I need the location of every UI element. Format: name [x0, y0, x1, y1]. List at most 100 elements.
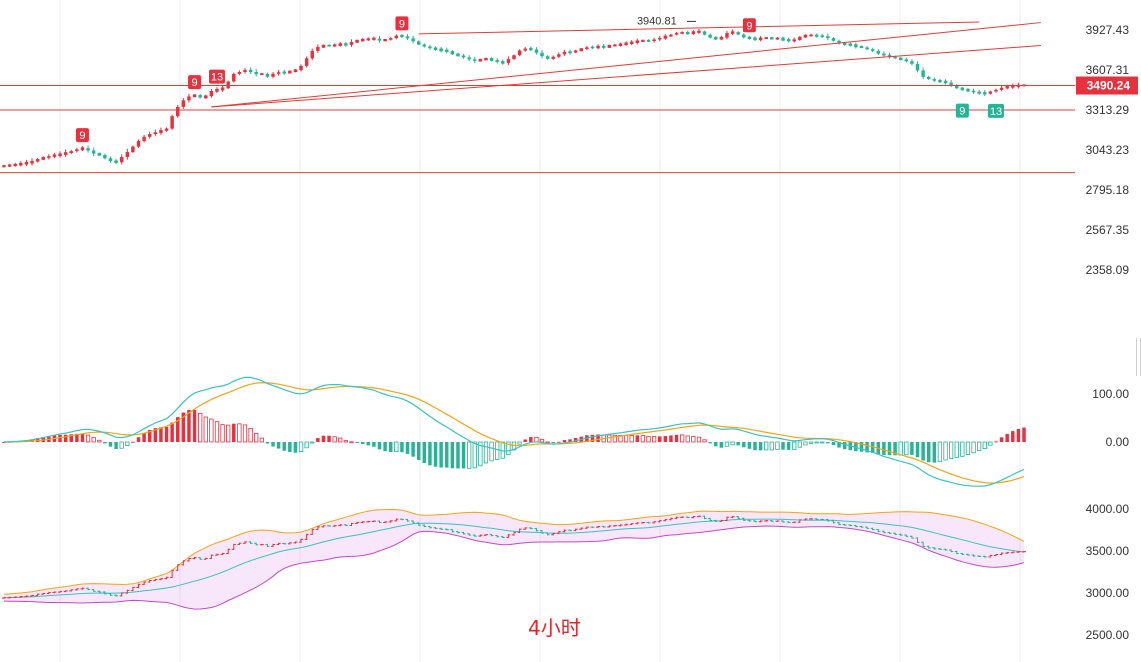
candle — [114, 160, 118, 164]
macd-histogram-bar — [192, 409, 197, 442]
macd-histogram-bar — [187, 409, 191, 442]
candle — [35, 159, 40, 162]
macd-histogram-bar — [349, 441, 354, 444]
candle — [971, 90, 976, 93]
macd-histogram-bar — [58, 434, 62, 442]
candle — [489, 57, 494, 61]
macd-histogram-bar — [316, 438, 320, 442]
macd-histogram-bar — [623, 435, 629, 443]
candle — [119, 157, 124, 163]
price-panel: 9 9 13 9 9 9 13 3940.81 — [0, 15, 1075, 174]
candle — [7, 164, 12, 167]
candle — [826, 36, 830, 39]
macd-histogram-bar — [943, 441, 948, 461]
macd-histogram-bar — [769, 441, 774, 451]
candle — [798, 36, 802, 41]
macd-histogram-bar — [573, 438, 578, 442]
candle — [915, 63, 920, 71]
macd-histogram-bar — [360, 442, 365, 445]
macd-histogram-bar — [539, 438, 545, 443]
macd-histogram-bar — [663, 436, 668, 442]
candle — [30, 160, 34, 164]
macd-histogram-bar — [75, 433, 79, 442]
macd-histogram-bar — [153, 428, 158, 442]
candle — [450, 51, 455, 55]
macd-histogram-bar — [136, 437, 141, 442]
macd-histogram-bar — [1011, 431, 1015, 442]
macd-histogram-bar — [209, 418, 214, 443]
macd-histogram-bar — [164, 426, 169, 442]
candle — [534, 49, 539, 53]
candle — [753, 37, 757, 41]
candle — [456, 53, 460, 57]
macd-histogram-bar — [103, 442, 107, 444]
candle — [495, 60, 499, 62]
candle — [613, 44, 617, 47]
bollinger-lower-line — [3, 525, 1025, 610]
macd-histogram-bar — [467, 441, 472, 469]
macd-histogram-bar — [282, 442, 286, 451]
candle — [19, 162, 23, 166]
bollinger-middle-line — [3, 518, 1025, 599]
macd-histogram-bar — [276, 442, 281, 449]
macd-histogram-bar — [483, 441, 489, 464]
candle — [893, 56, 897, 59]
macd-histogram-bar — [422, 442, 427, 463]
td-marker — [987, 103, 1004, 118]
candle — [215, 88, 219, 92]
macd-axis-tick: 0.00 — [1106, 435, 1130, 449]
candle — [416, 41, 421, 45]
macd-histogram-bar — [910, 442, 914, 455]
macd-histogram-bar — [831, 442, 836, 446]
candle — [13, 163, 17, 167]
candle — [680, 31, 684, 34]
candle — [742, 34, 746, 38]
macd-histogram-bar — [797, 441, 802, 448]
macd-histogram-bar — [669, 435, 673, 442]
candle — [859, 45, 864, 49]
candle — [461, 55, 466, 58]
macd-histogram-bar — [674, 434, 679, 442]
candle — [607, 44, 612, 48]
candle — [551, 56, 555, 59]
macd-histogram-bar — [405, 442, 410, 454]
candle — [747, 36, 752, 40]
macd-histogram-bar — [898, 441, 903, 456]
candle — [125, 152, 130, 158]
macd-histogram-bar — [198, 412, 203, 443]
macd-histogram-bar — [708, 442, 712, 444]
candle — [108, 158, 113, 162]
panel-resize-handle[interactable] — [1136, 338, 1141, 376]
candle — [702, 31, 707, 35]
price-axis-tick: 3043.23 — [1086, 143, 1130, 157]
candle — [988, 91, 993, 94]
candle — [187, 96, 191, 101]
macd-histogram-bar — [304, 441, 309, 449]
candle — [181, 100, 186, 107]
trend-line — [211, 22, 1041, 108]
candle — [153, 132, 158, 135]
candle — [629, 41, 634, 45]
candle — [792, 39, 796, 42]
macd-histogram-bar — [327, 435, 331, 442]
candle — [966, 88, 970, 92]
macd-histogram-bar — [971, 441, 976, 454]
macd-histogram-bar — [271, 442, 275, 447]
candle — [708, 34, 712, 38]
macd-histogram-bar — [747, 442, 752, 449]
macd-histogram-bar — [254, 433, 259, 443]
candle — [349, 42, 354, 45]
macd-histogram-bar — [428, 442, 432, 466]
macd-histogram-bar — [372, 442, 376, 447]
macd-histogram-bar — [355, 442, 359, 443]
timeframe-label: 4小时 — [528, 616, 581, 640]
macd-histogram-bar — [69, 434, 73, 442]
candle — [506, 59, 511, 63]
candle — [685, 31, 690, 35]
candle — [870, 49, 875, 51]
macd-panel — [2, 376, 1026, 487]
candle — [237, 72, 242, 74]
macd-histogram-bar — [338, 437, 343, 443]
candle — [248, 69, 253, 73]
